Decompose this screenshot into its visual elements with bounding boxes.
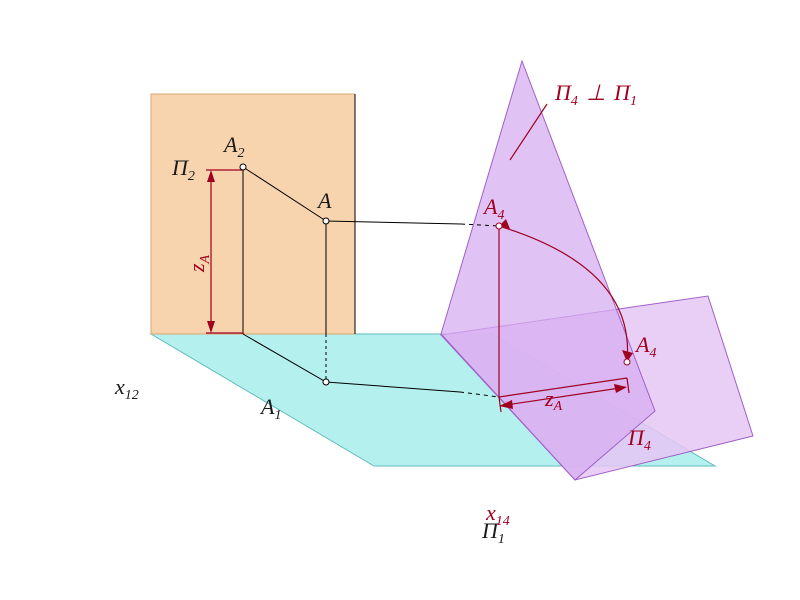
pt-A2 bbox=[240, 164, 246, 170]
geometry-diagram: П4 ⊥ П1 П2 П1 П4 А А2 А1 А4 А4 х12 х14 z… bbox=[0, 0, 800, 600]
label-x14: х14 bbox=[485, 500, 510, 529]
pt-A4r bbox=[624, 359, 630, 365]
label-title-perp: П4 ⊥ П1 bbox=[554, 80, 637, 110]
pt-A bbox=[323, 218, 329, 224]
pt-A1 bbox=[323, 379, 329, 385]
pt-A4v bbox=[496, 223, 502, 229]
label-A: А bbox=[316, 188, 332, 213]
label-x12: х12 bbox=[114, 374, 139, 403]
plane-p2 bbox=[151, 94, 355, 334]
